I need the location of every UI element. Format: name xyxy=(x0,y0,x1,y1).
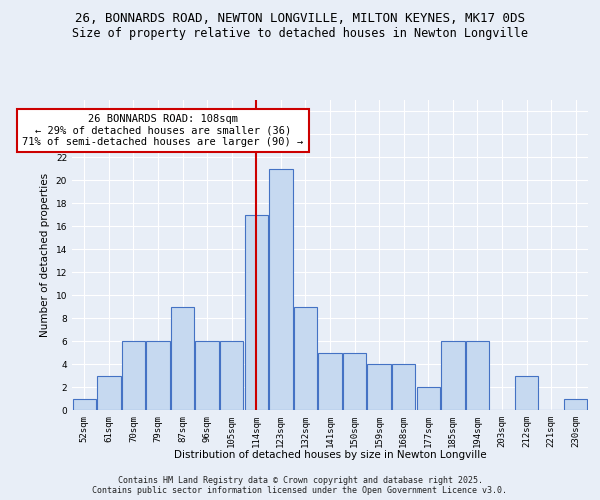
Bar xyxy=(294,306,317,410)
Text: 26 BONNARDS ROAD: 108sqm
← 29% of detached houses are smaller (36)
71% of semi-d: 26 BONNARDS ROAD: 108sqm ← 29% of detach… xyxy=(22,114,304,147)
Bar xyxy=(269,169,293,410)
Bar xyxy=(171,306,194,410)
Text: 26, BONNARDS ROAD, NEWTON LONGVILLE, MILTON KEYNES, MK17 0DS: 26, BONNARDS ROAD, NEWTON LONGVILLE, MIL… xyxy=(75,12,525,26)
Text: Size of property relative to detached houses in Newton Longville: Size of property relative to detached ho… xyxy=(72,28,528,40)
Text: Contains HM Land Registry data © Crown copyright and database right 2025.
Contai: Contains HM Land Registry data © Crown c… xyxy=(92,476,508,495)
X-axis label: Distribution of detached houses by size in Newton Longville: Distribution of detached houses by size … xyxy=(173,450,487,460)
Bar xyxy=(416,387,440,410)
Bar xyxy=(367,364,391,410)
Bar xyxy=(515,376,538,410)
Bar xyxy=(564,398,587,410)
Bar xyxy=(73,398,96,410)
Bar xyxy=(319,352,341,410)
Bar xyxy=(97,376,121,410)
Bar xyxy=(122,341,145,410)
Bar xyxy=(146,341,170,410)
Bar xyxy=(392,364,415,410)
Bar xyxy=(220,341,244,410)
Bar xyxy=(245,215,268,410)
Bar xyxy=(196,341,219,410)
Bar xyxy=(343,352,366,410)
Bar xyxy=(441,341,464,410)
Y-axis label: Number of detached properties: Number of detached properties xyxy=(40,173,50,337)
Bar xyxy=(466,341,489,410)
